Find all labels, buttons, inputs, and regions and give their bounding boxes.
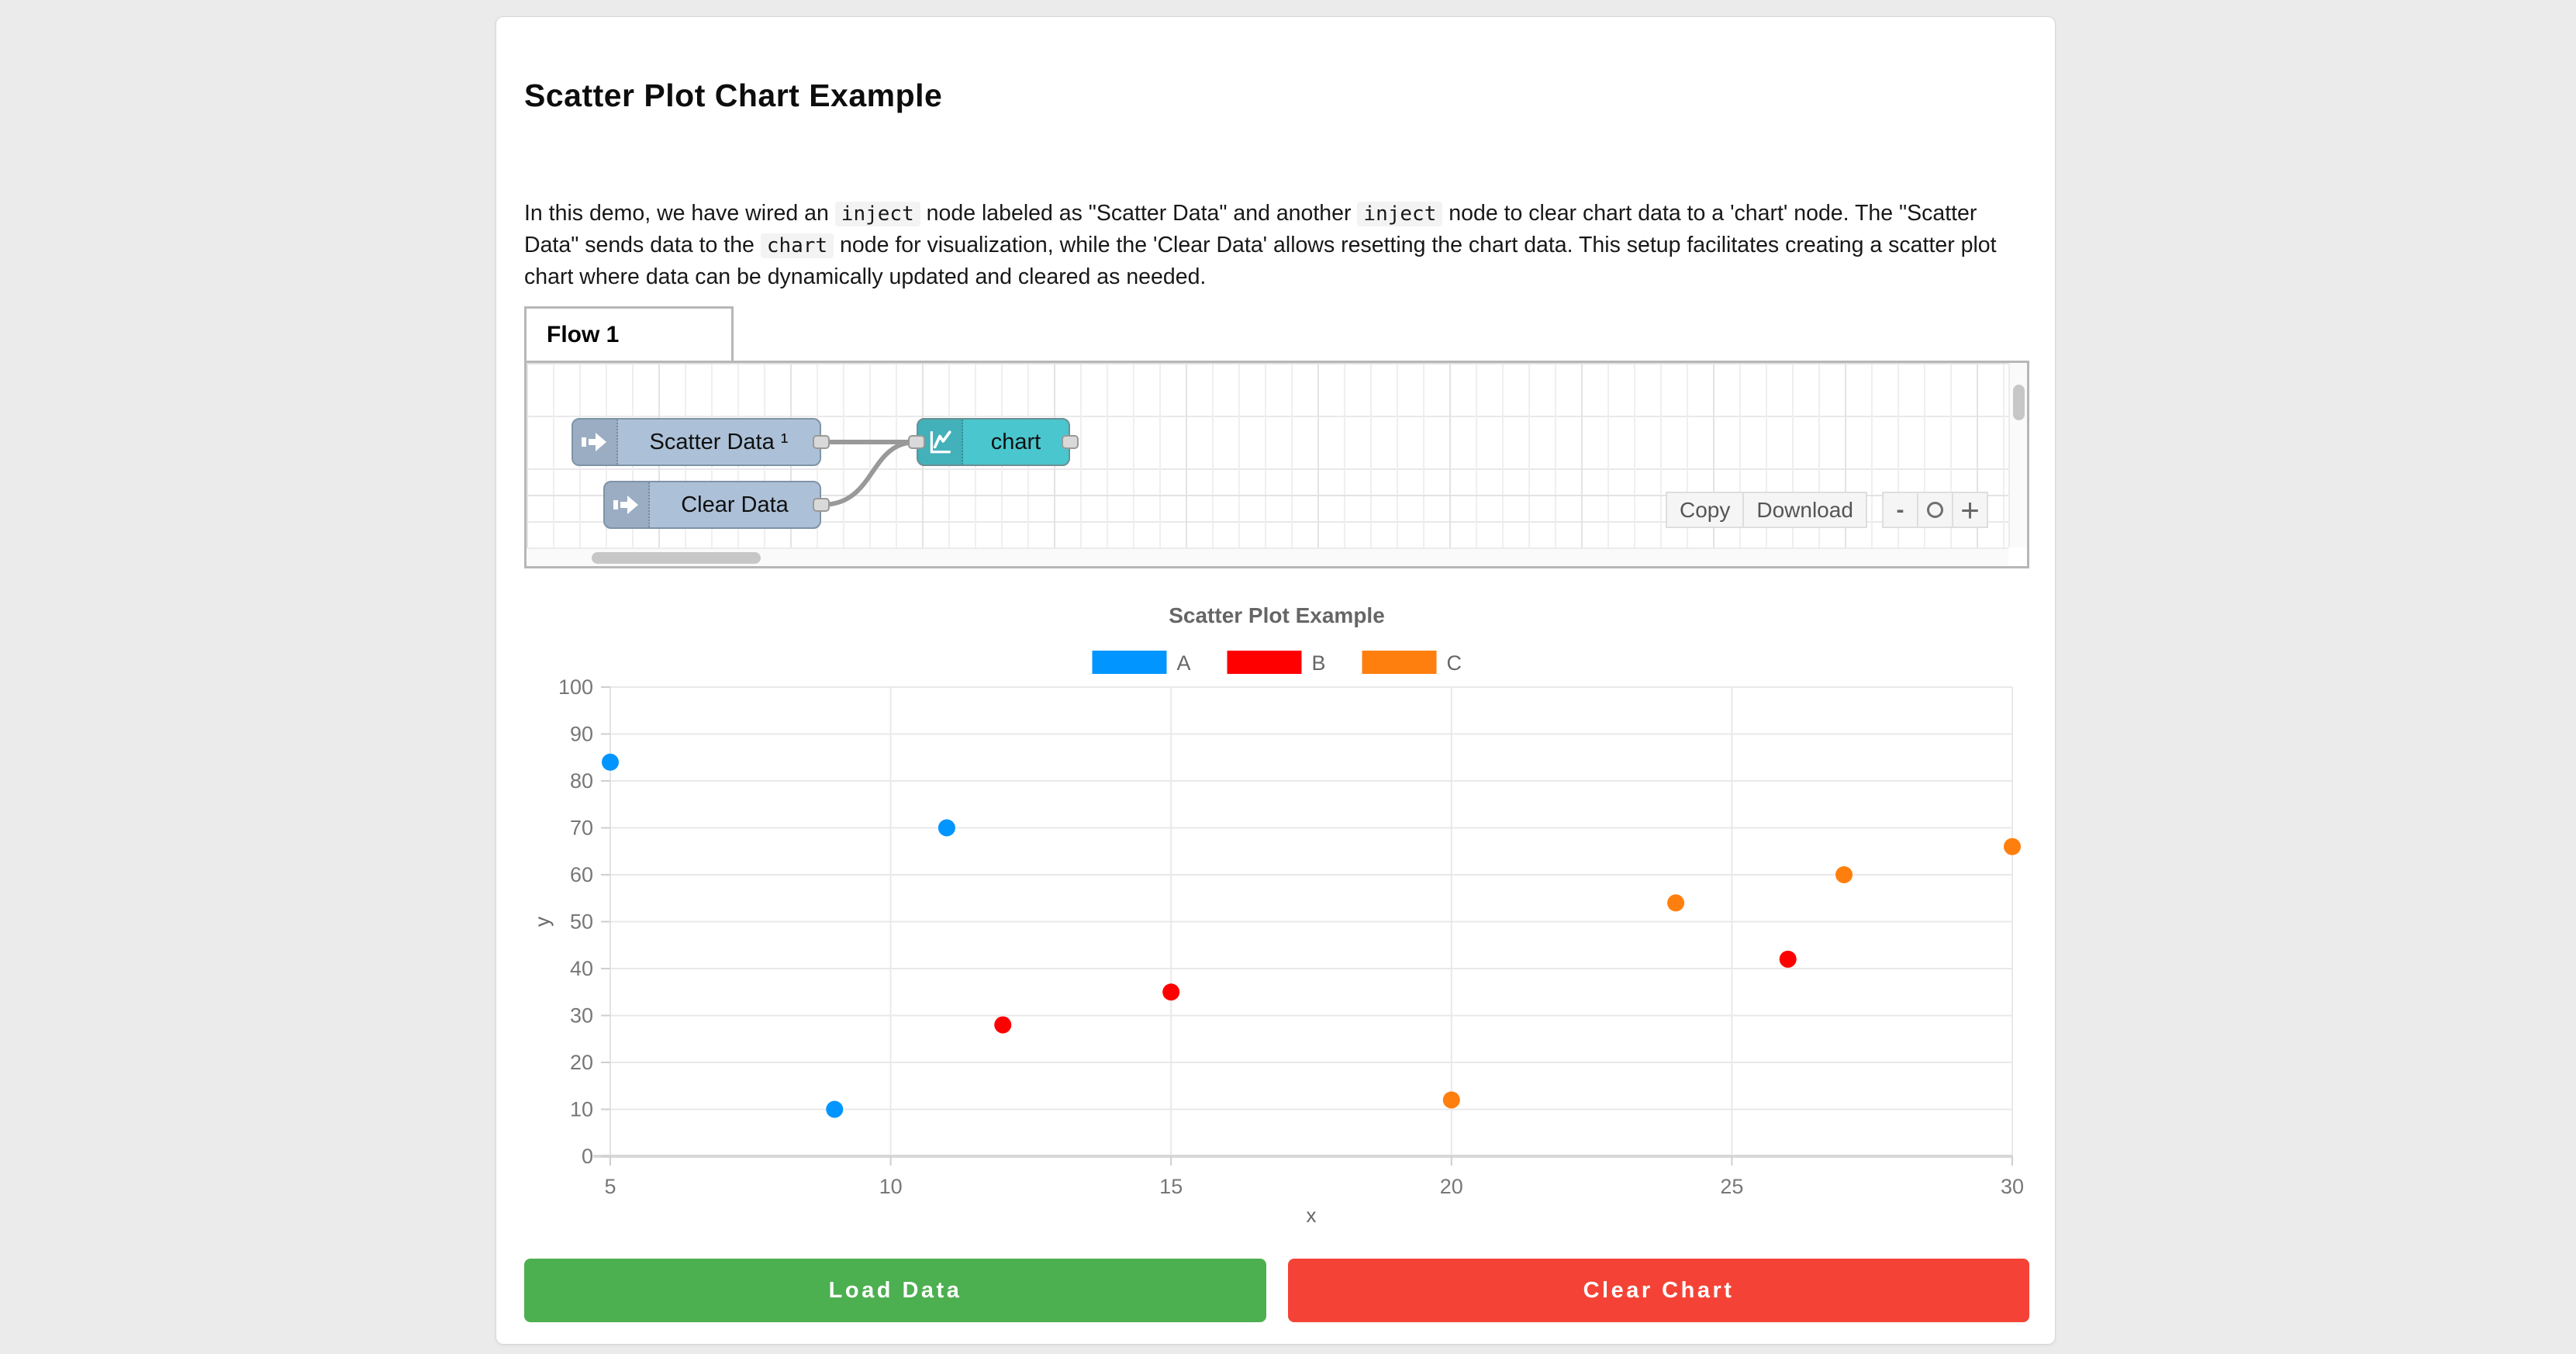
page-title: Scatter Plot Chart Example	[524, 78, 943, 113]
legend-label-B[interactable]: B	[1312, 651, 1326, 675]
wire-clear-to-chart	[819, 440, 919, 507]
horizontal-scrollbar-thumb[interactable]	[592, 552, 761, 564]
inline-code: inject	[834, 201, 920, 226]
inject-icon	[605, 482, 650, 527]
data-point-B	[1162, 983, 1180, 1001]
port-scatter-output	[813, 435, 830, 449]
data-point-C	[2004, 838, 2021, 855]
y-tick-label: 20	[570, 1051, 593, 1074]
port-chart-input	[908, 435, 925, 449]
y-tick-label: 80	[570, 769, 593, 793]
data-point-A	[826, 1100, 844, 1118]
data-point-C	[1442, 1091, 1460, 1109]
zoom-controls: - +	[1882, 492, 1988, 528]
x-tick-label: 5	[604, 1175, 616, 1198]
data-point-B	[994, 1016, 1012, 1034]
x-tick-label: 10	[879, 1175, 903, 1198]
vertical-scrollbar[interactable]	[2008, 363, 2027, 547]
port-chart-output	[1062, 435, 1079, 449]
node-clear-data[interactable]: Clear Data	[603, 481, 821, 529]
flow-tab[interactable]: Flow 1	[524, 306, 734, 361]
zoom-reset-button[interactable]	[1917, 492, 1953, 528]
legend-label-A[interactable]: A	[1177, 651, 1191, 675]
node-label: Clear Data	[681, 492, 789, 517]
clear-chart-button[interactable]: Clear Chart	[1288, 1259, 2029, 1322]
data-point-A	[602, 753, 619, 771]
y-tick-label: 100	[558, 675, 593, 699]
flow-wires	[819, 440, 919, 507]
x-tick-label: 30	[2001, 1175, 2024, 1198]
data-point-C	[1667, 894, 1685, 912]
flow-tab-label: Flow 1	[547, 322, 620, 347]
y-axis-title: y	[530, 917, 554, 927]
inject-icon	[573, 420, 618, 465]
data-point-C	[1835, 866, 1853, 883]
zoom-out-button[interactable]: -	[1882, 492, 1918, 528]
x-axis-title: x	[1307, 1204, 1317, 1227]
x-tick-label: 20	[1440, 1175, 1463, 1198]
y-tick-label: 40	[570, 957, 593, 980]
description-paragraph: In this demo, we have wired an inject no…	[524, 200, 1997, 289]
data-point-B	[1779, 950, 1797, 968]
y-tick-label: 60	[570, 863, 593, 886]
zoom-in-button[interactable]: +	[1952, 492, 1988, 528]
node-label: Scatter Data ¹	[649, 429, 789, 454]
line-chart-icon	[918, 420, 963, 465]
node-label: chart	[990, 429, 1041, 454]
vertical-scrollbar-thumb[interactable]	[2013, 385, 2025, 420]
node-chart[interactable]: chart	[917, 418, 1070, 466]
circle-icon	[1927, 502, 1943, 518]
horizontal-scrollbar[interactable]	[527, 547, 2008, 566]
y-tick-label: 50	[570, 910, 593, 934]
y-tick-label: 70	[570, 817, 593, 840]
data-point-A	[938, 819, 955, 837]
y-tick-label: 10	[570, 1098, 593, 1121]
legend-label-C[interactable]: C	[1447, 651, 1462, 675]
load-data-button[interactable]: Load Data	[524, 1259, 1266, 1322]
flow-canvas[interactable]: Scatter Data ¹ Clear Data chart	[524, 361, 2029, 568]
node-scatter-data[interactable]: Scatter Data ¹	[571, 418, 821, 466]
scatter-chart: 5 10 15 20 25 30 0 10 20 30 40 50 60 70 80 90 100 x y Scatt…	[524, 590, 2029, 1257]
y-tick-label: 30	[570, 1004, 593, 1028]
y-tick-label: 0	[582, 1145, 593, 1168]
y-tick-label: 90	[570, 723, 593, 746]
copy-button[interactable]: Copy	[1666, 492, 1745, 528]
legend-swatch-B[interactable]	[1227, 651, 1302, 674]
x-tick-label: 15	[1159, 1175, 1183, 1198]
chart-title: Scatter Plot Example	[1169, 603, 1385, 627]
legend-swatch-A[interactable]	[1092, 651, 1167, 674]
chart-canvas[interactable]: 5 10 15 20 25 30 0 10 20 30 40 50 60 70 80 90 100 x y Scatt…	[524, 590, 2029, 1257]
inline-code: inject	[1357, 201, 1443, 226]
content-card: Scatter Plot Chart Example In this demo,…	[496, 16, 2056, 1345]
download-button[interactable]: Download	[1742, 492, 1867, 528]
x-tick-label: 25	[1720, 1175, 1743, 1198]
port-clear-output	[813, 498, 830, 512]
legend-swatch-C[interactable]	[1362, 651, 1437, 674]
inline-code: chart	[760, 233, 834, 258]
flow-toolbar: Copy Download	[1666, 492, 1867, 528]
